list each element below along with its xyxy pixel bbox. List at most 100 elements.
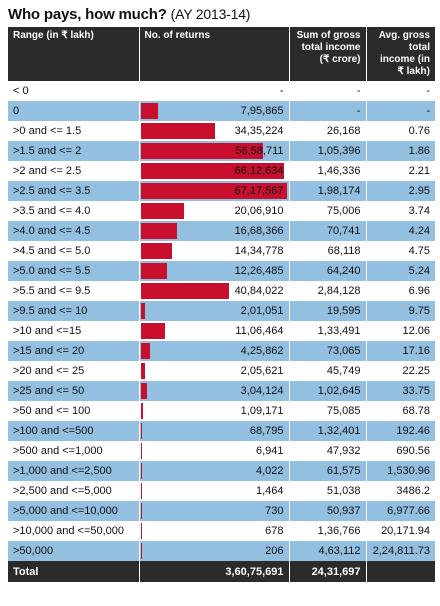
- returns-value: 2,01,051: [240, 305, 284, 317]
- returns-value: 6,941: [255, 445, 284, 457]
- returns-cell: 3,04,124: [139, 381, 290, 401]
- returns-bar: [140, 403, 143, 419]
- table-row: >1.5 and <= 2 56,58,711 1,05,396 1.86: [8, 141, 435, 161]
- range-cell: >50 and <= 100: [8, 401, 140, 421]
- total-row: Total 3,60,75,691 24,31,697: [8, 561, 435, 582]
- returns-cell: -: [139, 81, 290, 101]
- range-cell: >2,500 and <=5,000: [8, 481, 140, 501]
- table-row: >50,000 206 4,63,112 2,24,811.73: [8, 541, 435, 561]
- total-label: Total: [8, 561, 140, 582]
- returns-cell: 56,58,711: [139, 141, 290, 161]
- table-row: >3.5 and <= 4.0 20,06,910 75,006 3.74: [8, 201, 435, 221]
- returns-bar: [140, 303, 145, 319]
- returns-value: 7,95,865: [240, 105, 284, 117]
- returns-cell: 14,34,778: [139, 241, 290, 261]
- returns-value: 12,26,485: [234, 265, 284, 277]
- returns-value: 40,84,022: [234, 285, 284, 297]
- returns-cell: 40,84,022: [139, 281, 290, 301]
- sum-cell: 19,595: [289, 301, 367, 321]
- sum-cell: 47,932: [289, 441, 367, 461]
- chart-title: Who pays, how much? (AY 2013-14): [8, 2, 250, 26]
- returns-cell: 678: [139, 521, 290, 541]
- returns-cell: 34,35,224: [139, 121, 290, 141]
- sum-cell: 61,575: [289, 461, 367, 481]
- table-row: >4.0 and <= 4.5 16,68,366 70,741 4.24: [8, 221, 435, 241]
- sum-cell: 70,741: [289, 221, 367, 241]
- sum-cell: 2,84,128: [289, 281, 367, 301]
- returns-cell: 12,26,485: [139, 261, 290, 281]
- table-row: >500 and <=1,000 6,941 47,932 690.56: [8, 441, 435, 461]
- range-cell: >10 and <=15: [8, 321, 140, 341]
- avg-cell: -: [366, 101, 435, 121]
- table-row: >10,000 and <=50,000 678 1,36,766 20,171.94: [8, 521, 435, 541]
- returns-value: 16,68,366: [234, 225, 284, 237]
- subtitle-text: (AY 2013-14): [170, 6, 251, 22]
- table-row: >5,000 and <=10,000 730 50,937 6,977.66: [8, 501, 435, 521]
- returns-cell: 4,022: [139, 461, 290, 481]
- table-row: < 0---: [8, 81, 435, 101]
- returns-value: 56,58,711: [235, 145, 284, 157]
- returns-cell: 16,68,366: [139, 221, 290, 241]
- returns-bar: [140, 203, 185, 219]
- range-cell: >20 and <= 25: [8, 361, 140, 381]
- returns-value: 3,04,124: [240, 385, 284, 397]
- avg-cell: 4.24: [366, 221, 435, 241]
- sum-cell: 68,118: [289, 241, 367, 261]
- returns-bar: [140, 443, 142, 459]
- table-row: >15 and <= 20 4,25,862 73,065 17.16: [8, 341, 435, 361]
- sum-cell: 51,038: [289, 481, 367, 501]
- range-cell: >15 and <= 20: [8, 341, 140, 361]
- avg-cell: 192.46: [366, 421, 435, 441]
- header-returns: No. of returns: [139, 27, 290, 81]
- avg-cell: -: [366, 81, 435, 101]
- table-row: >2 and <= 2.5 66,12,634 1,46,336 2.21: [8, 161, 435, 181]
- range-cell: >1,000 and <=2,500: [8, 461, 140, 481]
- returns-bar: [140, 383, 148, 399]
- avg-cell: 4.75: [366, 241, 435, 261]
- sum-cell: 73,065: [289, 341, 367, 361]
- range-cell: >3.5 and <= 4.0: [8, 201, 140, 221]
- returns-bar: [140, 543, 142, 559]
- returns-bar: [140, 103, 158, 119]
- avg-cell: 1,530.96: [366, 461, 435, 481]
- sum-cell: 1,05,396: [289, 141, 367, 161]
- returns-cell: 206: [139, 541, 290, 561]
- avg-cell: 22.25: [366, 361, 435, 381]
- table-row: >10 and <=15 11,06,464 1,33,491 12.06: [8, 321, 435, 341]
- returns-bar: [140, 223, 177, 239]
- returns-bar: [140, 483, 142, 499]
- range-cell: >0 and <= 1.5: [8, 121, 140, 141]
- sum-cell: -: [289, 101, 367, 121]
- returns-value: 20,06,910: [234, 205, 284, 217]
- title-text: Who pays, how much?: [8, 6, 167, 23]
- avg-cell: 33.75: [366, 381, 435, 401]
- avg-cell: 12.06: [366, 321, 435, 341]
- sum-cell: 1,02,645: [289, 381, 367, 401]
- returns-value: 11,06,464: [235, 325, 284, 337]
- returns-value: 68,795: [249, 425, 284, 437]
- header-sum: Sum of gross total income (₹ crore): [289, 27, 367, 81]
- avg-cell: 2,24,811.73: [366, 541, 435, 561]
- returns-bar: [140, 463, 142, 479]
- returns-cell: 7,95,865: [139, 101, 290, 121]
- range-cell: >5.5 and <= 9.5: [8, 281, 140, 301]
- avg-cell: 3486.2: [366, 481, 435, 501]
- range-cell: >500 and <=1,000: [8, 441, 140, 461]
- avg-cell: 5.24: [366, 261, 435, 281]
- range-cell: >5.0 and <= 5.5: [8, 261, 140, 281]
- range-cell: >5,000 and <=10,000: [8, 501, 140, 521]
- range-cell: >1.5 and <= 2: [8, 141, 140, 161]
- avg-cell: 68.78: [366, 401, 435, 421]
- returns-bar: [140, 183, 287, 199]
- returns-bar: [140, 243, 172, 259]
- returns-bar: [140, 143, 264, 159]
- returns-cell: 1,464: [139, 481, 290, 501]
- sum-cell: 1,98,174: [289, 181, 367, 201]
- table-row: 0 7,95,865- -: [8, 101, 435, 121]
- table-row: >5.5 and <= 9.5 40,84,022 2,84,128 6.96: [8, 281, 435, 301]
- table-row: >1,000 and <=2,500 4,022 61,575 1,530.96: [8, 461, 435, 481]
- returns-cell: 730: [139, 501, 290, 521]
- table-row: >4.5 and <= 5.0 14,34,778 68,118 4.75: [8, 241, 435, 261]
- returns-bar: [140, 503, 142, 519]
- avg-cell: 2.95: [366, 181, 435, 201]
